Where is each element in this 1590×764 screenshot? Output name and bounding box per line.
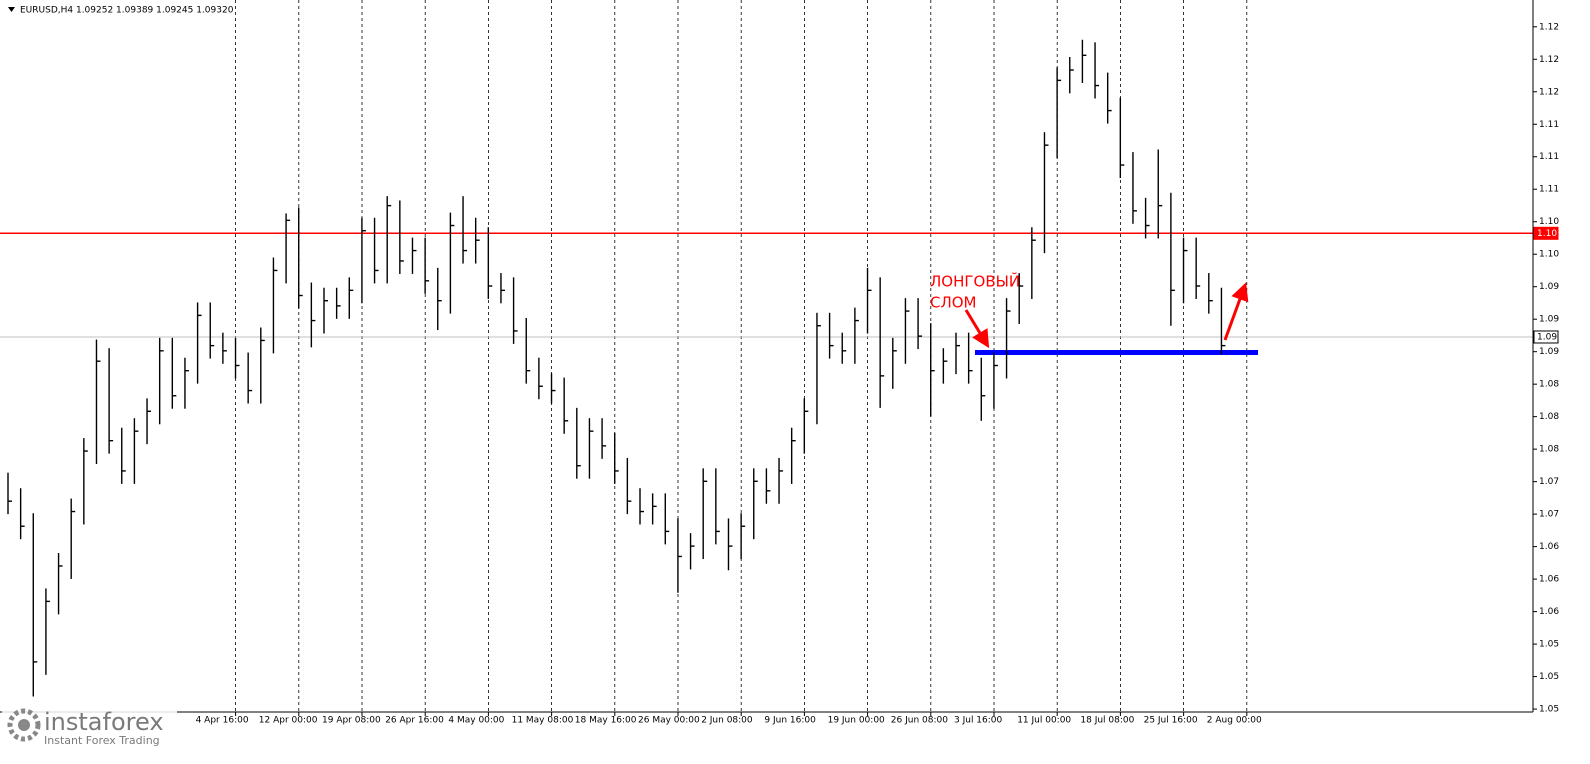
x-tick-label: 12 Apr 00:00	[259, 716, 318, 726]
y-tick-label: 1.11	[1539, 185, 1559, 195]
x-tick-label: 19 Apr 08:00	[322, 716, 381, 726]
x-tick-label: 26 Apr 16:00	[385, 716, 444, 726]
y-tick-label: 1.06	[1539, 575, 1559, 585]
x-tick-label: 19 Jun 00:00	[828, 716, 885, 726]
x-tick-label: 11 May 08:00	[512, 716, 574, 726]
price-label-box	[1533, 226, 1559, 240]
y-tick-label: 1.11	[1539, 152, 1559, 162]
brand-name: instaforex	[44, 708, 164, 736]
x-tick-label: 18 Jul 08:00	[1080, 716, 1134, 726]
x-tick-label: 26 Jun 08:00	[891, 716, 948, 726]
logo-icon	[7, 708, 41, 742]
menu-triangle[interactable]	[8, 7, 15, 12]
x-tick-label: 25 Jul 16:00	[1144, 716, 1198, 726]
x-tick-label: 26 May 00:00	[638, 716, 700, 726]
price-label: 1.10	[1537, 229, 1557, 239]
price-label: 1.09	[1537, 332, 1557, 342]
price-label-box	[1533, 330, 1559, 344]
y-tick-label: 1.08	[1539, 412, 1559, 422]
x-tick-label: 2 Jun 08:00	[701, 716, 753, 726]
x-tick-label: 11 Jul 00:00	[1017, 716, 1071, 726]
x-tick-label: 9 Jun 16:00	[764, 716, 816, 726]
y-tick-label: 1.12	[1539, 55, 1559, 65]
plot	[0, 0, 1533, 712]
y-tick-label: 1.06	[1539, 607, 1559, 617]
logo: instaforex Instant Forex Trading	[2, 704, 177, 750]
logo-icon	[18, 719, 30, 731]
x-tick-label: 3 Jul 16:00	[954, 716, 1003, 726]
y-tick-label: 1.06	[1539, 542, 1559, 552]
y-tick-label: 1.10	[1539, 250, 1559, 260]
y-tick-label: 1.05	[1539, 672, 1559, 682]
y-tick-label: 1.07	[1539, 510, 1559, 520]
x-tick-label: 4 Apr 16:00	[196, 716, 249, 726]
y-tick-label: 1.10	[1539, 217, 1559, 227]
y-tick-label: 1.09	[1539, 282, 1559, 292]
brand-tagline: Instant Forex Trading	[44, 734, 160, 747]
arrow	[964, 309, 990, 349]
y-tick-label: 1.12	[1539, 87, 1559, 97]
y-tick-label: 1.11	[1539, 120, 1559, 130]
arrow	[1223, 282, 1249, 341]
y-tick-label: 1.08	[1539, 445, 1559, 455]
y-tick-label: 1.05	[1539, 640, 1559, 650]
y-tick-label: 1.05	[1539, 705, 1559, 715]
annotation: СЛОМ	[930, 294, 977, 312]
y-tick-label: 1.12	[1539, 22, 1559, 32]
y-tick-label: 1.09	[1539, 315, 1559, 325]
y-tick-label: 1.08	[1539, 380, 1559, 390]
chart-title: EURUSD,H4 1.09252 1.09389 1.09245 1.0932…	[20, 6, 234, 16]
y-tick-label: 1.09	[1539, 347, 1559, 357]
annotation: ЛОНГОВЫЙ	[930, 272, 1020, 291]
x-tick-label: 2 Aug 00:00	[1207, 716, 1262, 726]
x-tick-label: 18 May 16:00	[575, 716, 637, 726]
y-tick-label: 1.07	[1539, 477, 1559, 487]
x-tick-label: 4 May 00:00	[448, 716, 504, 726]
